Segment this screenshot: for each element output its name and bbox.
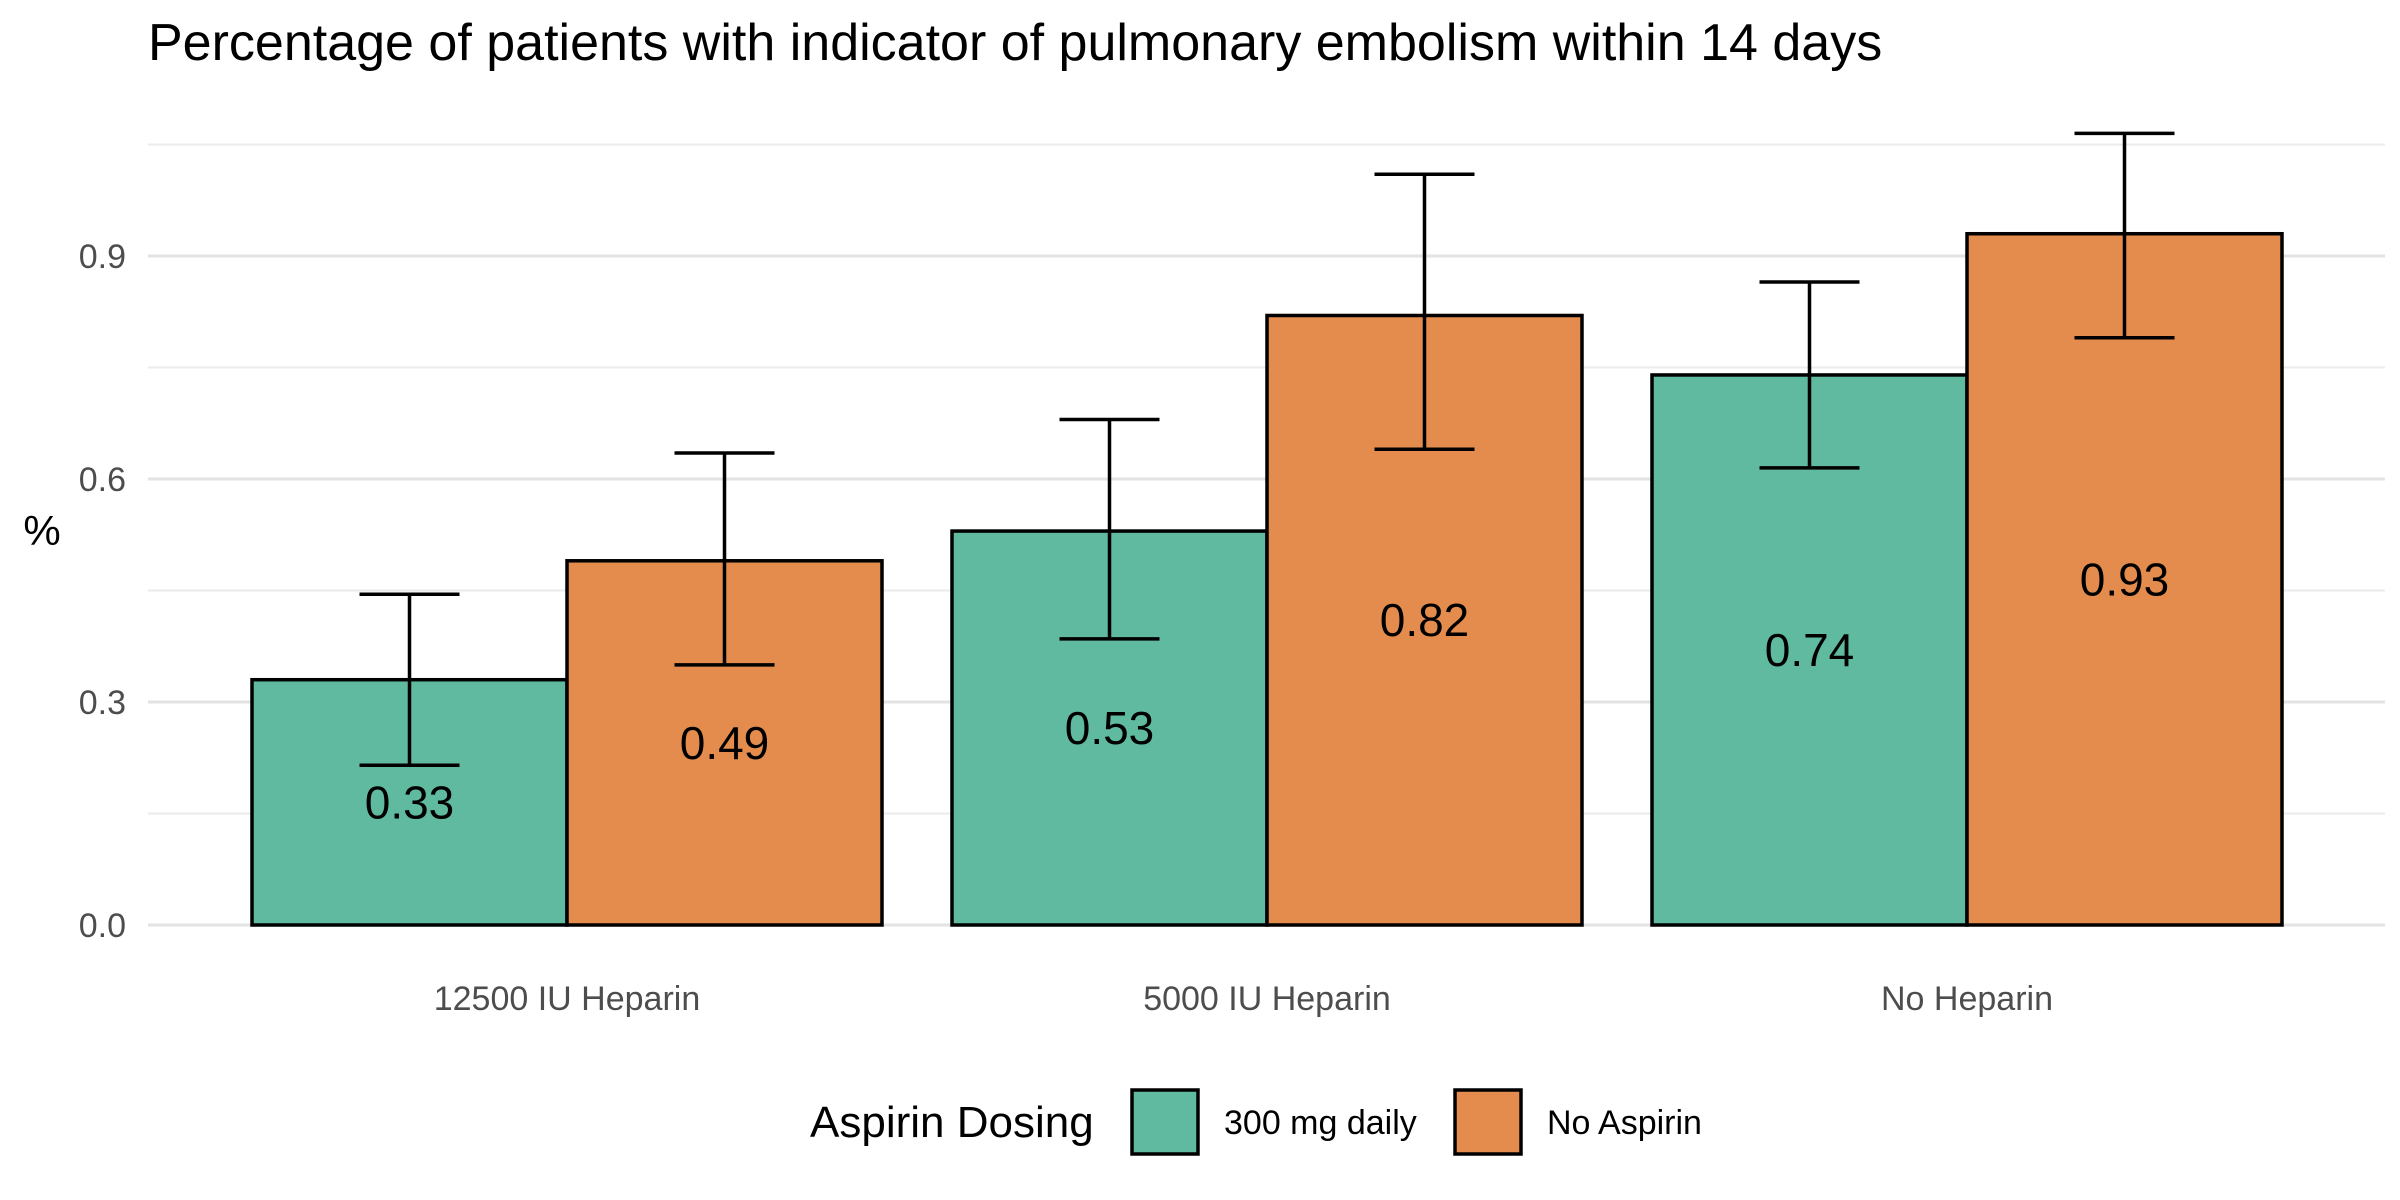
y-axis-title: % <box>23 507 60 554</box>
data-label: 0.74 <box>1765 624 1855 676</box>
y-tick-label: 0.6 <box>79 461 126 499</box>
x-tick-label: No Heparin <box>1881 980 2053 1018</box>
data-label: 0.33 <box>365 776 455 828</box>
y-tick-label: 0.0 <box>79 907 126 945</box>
bars-layer <box>250 231 2284 927</box>
legend-swatch <box>1453 1088 1523 1156</box>
axis-layer: 0.0 0.3 0.6 0.9 12500 IU Heparin 5000 IU Hepa… <box>79 238 2053 1018</box>
legend-label: No Aspirin <box>1547 1104 1702 1142</box>
legend-items: 300 mg daily No Aspirin <box>1130 1088 1702 1156</box>
data-label: 0.49 <box>680 717 770 769</box>
data-label: 0.93 <box>2080 553 2170 605</box>
data-label: 0.53 <box>1065 702 1155 754</box>
bar-1-2 <box>1965 231 2284 927</box>
x-tick-label: 5000 IU Heparin <box>1143 980 1391 1018</box>
bar-1-1 <box>1265 313 1584 927</box>
legend-label: 300 mg daily <box>1224 1104 1417 1142</box>
legend-swatch <box>1130 1088 1200 1156</box>
legend-title: Aspirin Dosing <box>810 1098 1094 1147</box>
errorbars-layer <box>359 131 2175 767</box>
data-labels-layer: 0.33 0.49 0.53 0.82 0.74 0.93 <box>365 553 2170 828</box>
x-tick-label: 12500 IU Heparin <box>434 980 701 1018</box>
y-tick-label: 0.3 <box>79 684 126 722</box>
chart-title: Percentage of patients with indicator of… <box>148 14 1882 72</box>
legend: Aspirin Dosing 300 mg daily No Aspirin <box>810 1088 1702 1156</box>
y-tick-label: 0.9 <box>79 238 126 276</box>
data-label: 0.82 <box>1380 594 1470 646</box>
